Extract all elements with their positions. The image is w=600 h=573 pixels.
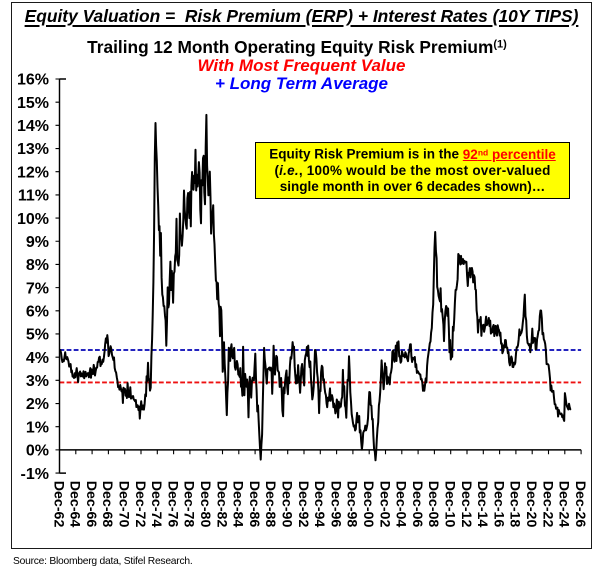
svg-text:2%: 2%	[26, 396, 49, 413]
svg-text:1%: 1%	[26, 419, 49, 436]
svg-text:Dec-22: Dec-22	[539, 481, 555, 528]
svg-text:Dec-70: Dec-70	[116, 481, 132, 528]
svg-text:Dec-86: Dec-86	[246, 481, 262, 528]
svg-text:Dec-12: Dec-12	[458, 481, 474, 528]
svg-text:7%: 7%	[26, 280, 49, 297]
svg-text:Dec-88: Dec-88	[262, 481, 278, 528]
svg-text:Dec-74: Dec-74	[148, 481, 164, 528]
svg-text:Dec-84: Dec-84	[230, 481, 246, 528]
svg-text:14%: 14%	[17, 118, 49, 135]
svg-text:0%: 0%	[26, 443, 49, 460]
svg-text:Dec-06: Dec-06	[409, 481, 425, 528]
svg-text:13%: 13%	[17, 141, 49, 158]
svg-text:Dec-66: Dec-66	[83, 481, 99, 528]
svg-text:Dec-78: Dec-78	[181, 481, 197, 528]
svg-text:Dec-26: Dec-26	[572, 481, 588, 528]
svg-text:4%: 4%	[26, 350, 49, 367]
svg-text:Dec-92: Dec-92	[295, 481, 311, 528]
svg-text:9%: 9%	[26, 234, 49, 251]
svg-text:Dec-80: Dec-80	[197, 481, 213, 528]
svg-text:Dec-14: Dec-14	[474, 481, 490, 528]
svg-text:3%: 3%	[26, 373, 49, 390]
svg-text:Dec-68: Dec-68	[99, 481, 115, 528]
svg-text:Dec-82: Dec-82	[213, 481, 229, 528]
svg-text:15%: 15%	[17, 95, 49, 112]
svg-text:8%: 8%	[26, 257, 49, 274]
svg-text:Dec-72: Dec-72	[132, 481, 148, 528]
svg-text:Dec-10: Dec-10	[442, 481, 458, 528]
svg-text:Dec-62: Dec-62	[50, 481, 66, 528]
svg-text:Dec-00: Dec-00	[360, 481, 376, 528]
svg-text:Dec-94: Dec-94	[311, 481, 327, 528]
svg-text:-1%: -1%	[21, 466, 49, 483]
svg-text:Dec-16: Dec-16	[490, 481, 506, 528]
svg-text:Dec-08: Dec-08	[425, 481, 441, 528]
svg-text:6%: 6%	[26, 304, 49, 321]
svg-text:Dec-96: Dec-96	[327, 481, 343, 528]
svg-text:11%: 11%	[18, 188, 49, 205]
svg-text:Dec-98: Dec-98	[344, 481, 360, 528]
svg-text:Dec-64: Dec-64	[67, 481, 83, 528]
svg-text:Dec-20: Dec-20	[523, 481, 539, 528]
svg-text:Dec-02: Dec-02	[376, 481, 392, 528]
svg-text:16%: 16%	[17, 72, 49, 89]
svg-text:Dec-76: Dec-76	[164, 481, 180, 528]
svg-text:Dec-90: Dec-90	[279, 481, 295, 528]
svg-text:Dec-18: Dec-18	[507, 481, 523, 528]
svg-text:5%: 5%	[26, 327, 49, 344]
svg-text:Dec-24: Dec-24	[556, 481, 572, 528]
svg-text:10%: 10%	[17, 211, 49, 228]
svg-text:12%: 12%	[17, 164, 49, 181]
svg-text:Dec-04: Dec-04	[393, 481, 409, 528]
